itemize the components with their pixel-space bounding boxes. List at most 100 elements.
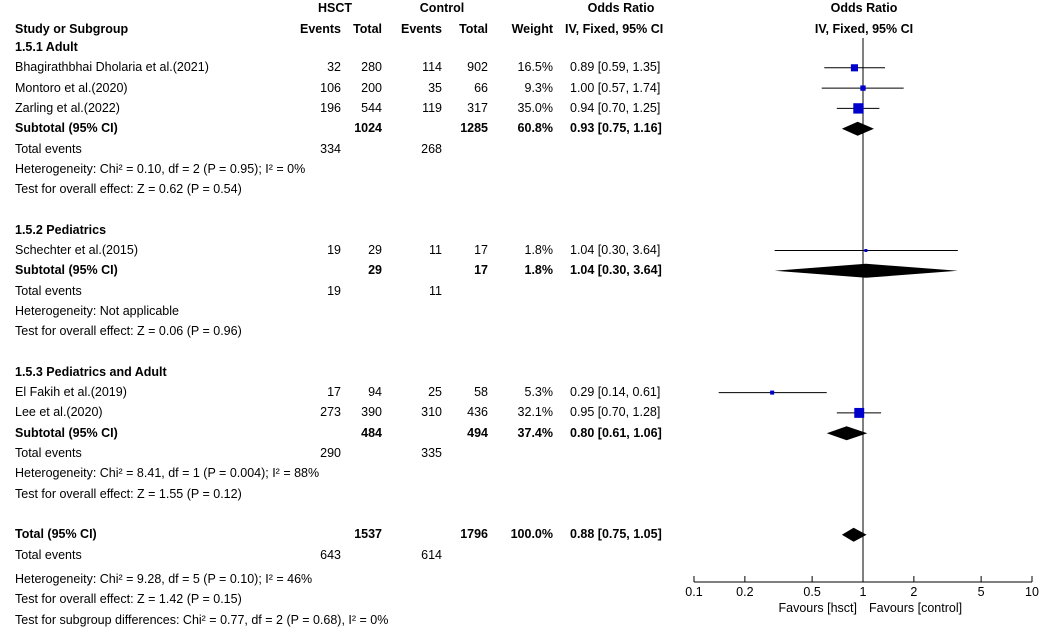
cell-e2: 11	[429, 283, 442, 298]
cell-e1: 196	[320, 100, 341, 115]
cell-e2: 25	[428, 385, 442, 400]
subtotal-label: Subtotal (95% CI)	[15, 263, 118, 278]
hsct-group-header: HSCT	[317, 1, 353, 15]
favours-right-label: Favours [control]	[869, 601, 962, 615]
cell-ci: 0.89 [0.59, 1.35]	[570, 60, 661, 75]
study-column-header: Study or Subgroup	[15, 22, 129, 36]
control-group-header: Control	[419, 1, 465, 15]
cell-n2: 436	[467, 405, 488, 420]
cell-e2: 614	[421, 547, 442, 562]
x-tick-label: 10	[1025, 585, 1039, 599]
study-point	[854, 407, 865, 418]
x-tick-label: 0.2	[736, 585, 753, 599]
cell-e1: 32	[327, 60, 341, 75]
x-tick-label: 0.5	[803, 585, 820, 599]
pooled-diamond	[841, 527, 867, 542]
cell-ci: 0.93 [0.75, 1.16]	[570, 121, 662, 136]
favours-left-label: Favours [hsct]	[779, 601, 858, 615]
events1-column-header: Events	[300, 22, 341, 36]
cell-ci: 0.95 [0.70, 1.28]	[570, 405, 661, 420]
x-tick-label: 2	[910, 585, 917, 599]
note-label: Heterogeneity: Chi² = 0.10, df = 2 (P = …	[15, 161, 306, 176]
subtotal-label: Subtotal (95% CI)	[15, 121, 118, 136]
cell-n1: 390	[361, 405, 382, 420]
study-point	[850, 64, 859, 72]
footer-note: Heterogeneity: Chi² = 9.28, df = 5 (P = …	[15, 572, 313, 586]
events-label: Total events	[15, 547, 82, 562]
events2-column-header: Events	[401, 22, 442, 36]
cell-n2: 17	[474, 243, 488, 257]
cell-e1: 334	[320, 141, 341, 156]
pooled-diamond	[774, 263, 958, 278]
note-label: Test for overall effect: Z = 0.62 (P = 0…	[15, 182, 242, 197]
study-point	[860, 85, 866, 91]
cell-e1: 273	[320, 405, 341, 420]
x-tick-label: 0.1	[685, 585, 702, 599]
cell-ci: 0.80 [0.61, 1.06]	[570, 425, 662, 440]
cell-n2: 1796	[460, 527, 488, 542]
cell-e2: 114	[422, 60, 442, 75]
cell-w: 35.0%	[517, 100, 553, 115]
method-table-header: IV, Fixed, 95% CI	[565, 22, 664, 36]
cell-e1: 19	[327, 283, 341, 298]
study-point	[853, 103, 864, 114]
study-label: El Fakih et al.(2019)	[15, 385, 127, 400]
cell-e2: 11	[429, 243, 442, 257]
note-label: Heterogeneity: Not applicable	[15, 303, 179, 318]
pooled-diamond	[841, 121, 874, 136]
cell-n1: 1537	[354, 527, 382, 542]
study-label: Montoro et al.(2020)	[15, 80, 128, 95]
study-label: Zarling et al.(2022)	[15, 100, 120, 115]
cell-n2: 17	[474, 263, 488, 278]
x-tick-label: 1	[860, 585, 867, 599]
cell-e2: 35	[428, 80, 442, 95]
cell-e1: 17	[327, 385, 341, 400]
weight-column-header: Weight	[511, 22, 553, 36]
cell-ci: 0.29 [0.14, 0.61]	[570, 385, 661, 400]
cell-w: 60.8%	[517, 121, 553, 136]
group-label: 1.5.2 Pediatrics	[15, 222, 107, 237]
group-label: 1.5.1 Adult	[15, 40, 78, 54]
study-label: Bhagirathbhai Dholaria et al.(2021)	[15, 60, 209, 75]
events-label: Total events	[15, 283, 82, 298]
cell-n2: 494	[467, 425, 488, 440]
study-point	[864, 249, 868, 252]
cell-ci: 1.00 [0.57, 1.74]	[570, 80, 661, 95]
subtotal-label: Subtotal (95% CI)	[15, 425, 118, 440]
cell-ci: 1.04 [0.30, 3.64]	[570, 243, 661, 257]
cell-n2: 66	[474, 80, 488, 95]
method-plot-header: IV, Fixed, 95% CI	[814, 22, 914, 36]
study-label: Lee et al.(2020)	[15, 405, 103, 420]
cell-e2: 268	[421, 141, 442, 156]
cell-e2: 310	[421, 405, 442, 420]
cell-n1: 29	[368, 243, 382, 257]
cell-n1: 484	[361, 425, 382, 440]
footer-note: Test for subgroup differences: Chi² = 0.…	[15, 612, 389, 627]
cell-n2: 317	[467, 100, 488, 115]
cell-n1: 29	[368, 263, 382, 278]
cell-ci: 0.88 [0.75, 1.05]	[570, 527, 662, 542]
cell-n1: 280	[361, 60, 382, 75]
pooled-diamond	[826, 426, 868, 441]
cell-n1: 200	[361, 80, 382, 95]
cell-e1: 290	[320, 446, 341, 460]
cell-n1: 94	[368, 385, 382, 400]
note-label: Test for overall effect: Z = 1.55 (P = 0…	[15, 486, 242, 501]
cell-w: 5.3%	[524, 385, 554, 400]
cell-e1: 106	[320, 80, 341, 95]
cell-e1: 643	[320, 547, 341, 562]
cell-ci: 1.04 [0.30, 3.64]	[570, 263, 662, 278]
odds-ratio-table-header: Odds Ratio	[587, 1, 655, 15]
cell-w: 9.3%	[524, 80, 554, 95]
cell-n1: 1024	[354, 121, 382, 136]
cell-e2: 335	[421, 446, 442, 460]
total-label: Total (95% CI)	[15, 527, 97, 542]
cell-w: 1.8%	[524, 243, 554, 257]
events-label: Total events	[15, 446, 82, 460]
x-tick-label: 5	[978, 585, 985, 599]
cell-n2: 1285	[460, 121, 488, 136]
note-label: Test for overall effect: Z = 0.06 (P = 0…	[15, 324, 242, 339]
study-label: Schechter et al.(2015)	[15, 243, 138, 257]
